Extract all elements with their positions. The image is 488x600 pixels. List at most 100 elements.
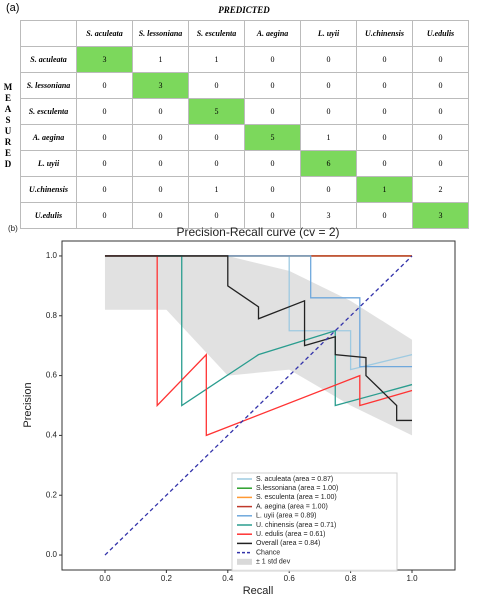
legend-label: Chance <box>256 549 280 556</box>
table-cell: 3 <box>132 72 189 99</box>
x-tick-label: 0.0 <box>99 574 111 583</box>
table-row: L. uyii 0 0 0 0 6 0 0 <box>20 150 469 177</box>
series-line <box>104 255 413 556</box>
legend-box <box>231 472 398 572</box>
x-tick-label: 1.0 <box>406 574 418 583</box>
table-cell: 0 <box>132 202 189 229</box>
table-cell: 0 <box>188 202 245 229</box>
y-tick-label: 0.4 <box>46 431 58 440</box>
legend-label: U. edulis (area = 0.61) <box>256 531 325 538</box>
table-cell: 0 <box>76 176 133 203</box>
table-cell: 0 <box>132 98 189 125</box>
table-row: S. esculenta 0 0 5 0 0 0 0 <box>20 98 469 125</box>
table-cell: 1 <box>356 176 413 203</box>
table-cell: 0 <box>300 46 357 73</box>
table-cell: 0 <box>76 72 133 99</box>
table-cell: 0 <box>76 150 133 177</box>
legend-swatch <box>237 558 252 565</box>
table-cell: 1 <box>188 46 245 73</box>
chart: (b) Precision-Recall curve (cv = 2) Reca… <box>8 224 456 597</box>
y-tick-label: 0.0 <box>46 550 58 559</box>
y-axis-label: Precision <box>22 382 34 427</box>
table-cell: 0 <box>300 98 357 125</box>
table-cell: 0 <box>76 98 133 125</box>
table-cell: 0 <box>76 124 133 151</box>
series-line <box>104 255 413 368</box>
table-cell: 0 <box>356 124 413 151</box>
panel-label: (a) <box>6 2 20 14</box>
column-header: U.chinensis <box>356 20 413 47</box>
row-header: L. uyii <box>20 150 77 177</box>
legend-label: S.lessoniana (area = 1.00) <box>256 485 338 492</box>
row-header: U.edulis <box>20 202 77 229</box>
table-cell: 0 <box>244 98 301 125</box>
x-tick-label: 0.8 <box>345 574 357 583</box>
table-cell: 6 <box>300 150 357 177</box>
table-cell: 0 <box>132 176 189 203</box>
table-cell: 1 <box>300 124 357 151</box>
table-cell: 0 <box>244 72 301 99</box>
table-row: U.chinensis 0 0 1 0 0 1 2 <box>20 176 469 203</box>
column-header: S. aculeata <box>76 20 133 47</box>
table-cell: 0 <box>132 124 189 151</box>
y-tick-label: 0.8 <box>46 311 58 320</box>
table-cell: 0 <box>188 124 245 151</box>
chart-title: Precision-Recall curve (cv = 2) <box>176 225 339 239</box>
legend-label: S. aculeata (area = 0.87) <box>256 476 333 483</box>
table-cell: 3 <box>412 202 469 229</box>
y-tick-label: 0.6 <box>46 371 58 380</box>
table-row: S. aculeata 3 1 1 0 0 0 0 <box>20 46 469 73</box>
table-header: PREDICTED <box>218 5 270 15</box>
legend-label: A. aegina (area = 1.00) <box>256 503 328 510</box>
row-header: A. aegina <box>20 124 77 151</box>
table-cell: 5 <box>244 124 301 151</box>
table-cell: 0 <box>188 72 245 99</box>
table-cell: 0 <box>244 150 301 177</box>
y-tick-label: 0.2 <box>46 490 58 499</box>
table-cell: 1 <box>188 176 245 203</box>
legend-label: ± 1 std dev <box>256 559 291 566</box>
table-cell: 0 <box>76 202 133 229</box>
table-cell: 0 <box>244 176 301 203</box>
confusion-panel: (a) PREDICTED MEASURED S. aculeata S. les… <box>0 0 488 229</box>
header-row: S. aculeata S. lessoniana S. esculenta A. a… <box>20 20 469 47</box>
table-cell: 0 <box>412 46 469 73</box>
x-axis-label: Recall <box>243 585 274 597</box>
table-row: U.edulis 0 0 0 0 3 0 3 <box>20 202 469 229</box>
column-header: S. esculenta <box>188 20 245 47</box>
column-header: L. uyii <box>300 20 357 47</box>
legend-label: S. esculenta (area = 1.00) <box>256 494 337 501</box>
row-header: S. aculeata <box>20 46 77 73</box>
side-label: MEASURED <box>3 82 13 170</box>
table-cell: 0 <box>356 72 413 99</box>
panel-label: (b) <box>8 224 18 233</box>
column-header: S. lessoniana <box>132 20 189 47</box>
table-cell: 0 <box>244 46 301 73</box>
confusion-table: S. aculeata S. lessoniana S. esculenta A. a… <box>20 20 469 229</box>
y-tick-label: 1.0 <box>46 251 58 260</box>
table-cell: 0 <box>412 72 469 99</box>
row-header: S. esculenta <box>20 98 77 125</box>
table-cell: 0 <box>412 150 469 177</box>
table-row: A. aegina 0 0 0 5 1 0 0 <box>20 124 469 151</box>
table-cell: 0 <box>132 150 189 177</box>
legend-label: L. uyii (area = 0.89) <box>256 513 317 520</box>
x-tick-label: 0.4 <box>222 574 234 583</box>
series-line <box>104 255 413 437</box>
row-header: U.chinensis <box>20 176 77 203</box>
table-cell: 2 <box>412 176 469 203</box>
table-cell: 1 <box>132 46 189 73</box>
series-line <box>104 255 413 422</box>
table-cell: 5 <box>188 98 245 125</box>
x-tick-label: 0.2 <box>161 574 173 583</box>
table-cell: 0 <box>356 150 413 177</box>
table-cell: 0 <box>412 124 469 151</box>
legend-label: U. chinensis (area = 0.71) <box>256 522 336 529</box>
x-tick-label: 0.6 <box>284 574 296 583</box>
table-cell: 0 <box>356 98 413 125</box>
column-header: A. aegina <box>244 20 301 47</box>
legend-label: Overall (area = 0.84) <box>256 540 320 547</box>
table-cell: 3 <box>300 202 357 229</box>
row-header: S. lessoniana <box>20 72 77 99</box>
